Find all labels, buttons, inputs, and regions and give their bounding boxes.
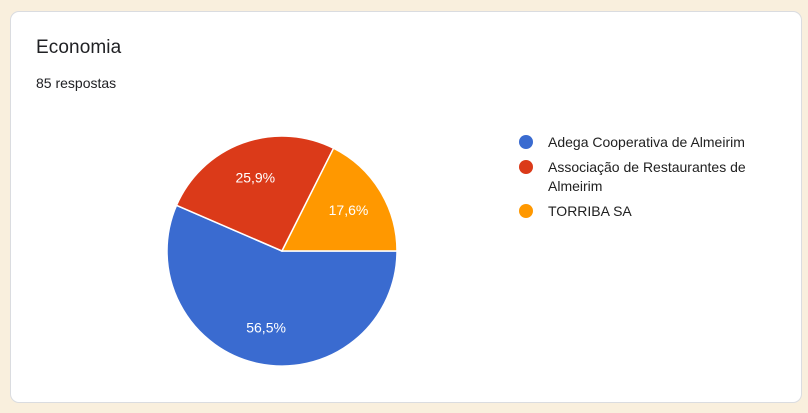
legend-label: Associação de Restaurantes de Almeirim [548,159,746,194]
pie-slice-label: 17,6% [329,202,369,218]
chart-legend: Adega Cooperativa de Almeirim Associação … [519,133,769,227]
legend-dot-icon [519,160,533,174]
pie-chart: 56,5% 25,9% 17,6% Adega Cooperativa de Alm… [11,12,803,404]
pie-slice-2 [175,135,335,252]
pie-chart-svg: 56,5% 25,9% 17,6% [166,135,398,367]
legend-item: Adega Cooperativa de Almeirim [519,133,769,152]
pie-slice-label: 25,9% [235,170,275,186]
legend-label: Adega Cooperativa de Almeirim [548,134,745,150]
pie-slice-label: 56,5% [246,320,286,336]
legend-label: TORRIBA SA [548,203,632,219]
question-title: Economia [36,37,122,58]
response-count: 85 respostas [36,75,117,91]
legend-dot-icon [519,135,533,149]
legend-item: TORRIBA SA [519,202,769,221]
legend-item: Associação de Restaurantes de Almeirim [519,158,769,196]
question-summary-card: Economia 85 respostas 56,5% 25,9% 17,6% Ad… [10,11,802,403]
pie-slice-1 [166,204,398,367]
pie-slice-3 [280,147,398,252]
legend-dot-icon [519,204,533,218]
